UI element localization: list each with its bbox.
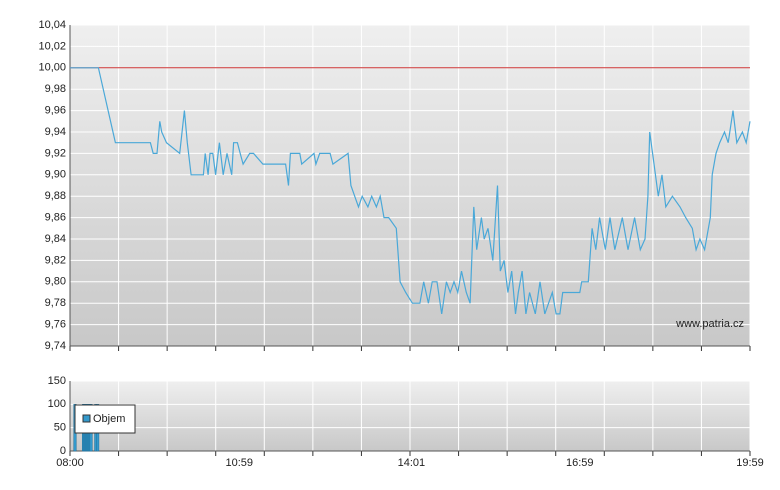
y-tick-label: 9,98 — [45, 83, 66, 95]
y-tick-label: 9,78 — [45, 297, 66, 309]
y-tick-label: 0 — [60, 445, 66, 457]
y-tick-label: 9,76 — [45, 319, 66, 331]
y-tick-label: 150 — [48, 375, 66, 387]
y-tick-label: 10,00 — [38, 62, 66, 74]
y-tick-label: 9,84 — [45, 233, 66, 245]
y-tick-label: 50 — [54, 422, 66, 434]
x-tick-label: 19:59 — [736, 457, 764, 469]
x-tick-label: 16:59 — [566, 457, 594, 469]
y-tick-label: 9,88 — [45, 190, 66, 202]
x-tick-label: 08:00 — [56, 457, 84, 469]
y-tick-label: 9,92 — [45, 147, 66, 159]
y-tick-label: 10,02 — [38, 40, 66, 52]
legend-label: Objem — [93, 413, 125, 425]
x-tick-label: 10:59 — [226, 457, 254, 469]
y-tick-label: 9,90 — [45, 169, 66, 181]
y-tick-label: 9,74 — [45, 340, 66, 352]
price-line — [70, 67, 751, 315]
y-tick-label: 9,94 — [45, 126, 66, 138]
y-tick-label: 9,96 — [45, 105, 66, 117]
x-tick-label: 14:01 — [398, 457, 426, 469]
watermark: www.patria.cz — [675, 318, 744, 330]
y-tick-label: 9,82 — [45, 254, 66, 266]
y-tick-label: 10,04 — [38, 19, 66, 31]
y-tick-label: 100 — [48, 398, 66, 410]
y-tick-label: 9,80 — [45, 276, 66, 288]
y-tick-label: 9,86 — [45, 212, 66, 224]
legend-swatch — [82, 414, 91, 423]
